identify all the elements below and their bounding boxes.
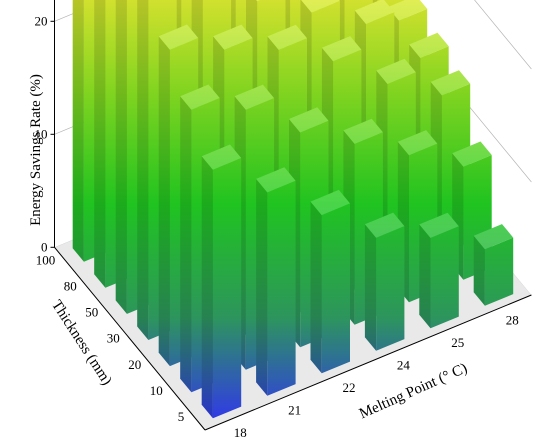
- bar-face-top: [180, 84, 220, 110]
- bar-face-side: [364, 224, 377, 351]
- bar: [473, 224, 514, 306]
- z-tick-label: 10: [35, 126, 48, 141]
- bar: [310, 189, 350, 374]
- bar-face-side: [158, 36, 170, 367]
- bar-face-side: [201, 156, 213, 419]
- z-tick-label: 20: [35, 13, 48, 28]
- bar-face-top: [387, 0, 428, 21]
- y-tick-label: 30: [107, 331, 120, 346]
- chart-bars: [72, 0, 514, 419]
- y-axis-label: Thickness (mm): [48, 297, 115, 388]
- bar-face-top: [201, 144, 242, 170]
- bar: [256, 167, 296, 396]
- bar-face-side: [115, 0, 127, 314]
- bar-face-top: [158, 24, 199, 50]
- z-tick-label: 0: [41, 239, 48, 254]
- bar-face-top: [256, 0, 261, 2]
- bar: [201, 144, 242, 419]
- y-axis-line: [54, 246, 206, 431]
- bar-face-side: [256, 178, 268, 396]
- bar-face-top: [256, 167, 296, 193]
- bar-face-top: [397, 130, 438, 156]
- y-tick-label: 20: [128, 357, 141, 372]
- x-axis-line: [204, 294, 532, 431]
- bar-face-front: [212, 158, 242, 419]
- bar-face-side: [473, 235, 485, 306]
- x-tick-label: 18: [234, 425, 247, 437]
- bar-face-top: [354, 0, 395, 24]
- bar-face-top: [452, 141, 492, 167]
- bar-face-top: [234, 84, 275, 110]
- chart-axis-lines: [50, 0, 532, 431]
- x-tick-label: 25: [451, 335, 464, 350]
- bar-face-side: [94, 0, 106, 288]
- y-tick-label: 100: [36, 252, 56, 267]
- chart-tick-labels: 01020304051020305080100182122242528: [35, 13, 519, 437]
- x-tick-label: 21: [288, 402, 301, 417]
- bar-face-front: [376, 226, 405, 351]
- bar-face-top: [343, 118, 383, 144]
- bar-face-top: [289, 107, 329, 133]
- bar-face-front: [267, 180, 296, 396]
- bar-face-top: [213, 24, 253, 50]
- bar-face-top: [267, 24, 307, 50]
- x-tick-label: 24: [397, 357, 411, 372]
- y-tick-label: 50: [85, 305, 98, 320]
- y-tick-label: 5: [178, 409, 185, 424]
- bar-face-side: [72, 0, 84, 262]
- bar-face-top: [310, 189, 350, 216]
- bar-face-side: [419, 224, 431, 329]
- bar-face-side: [137, 0, 149, 340]
- x-tick-label: 28: [506, 312, 519, 327]
- bar-face-top: [430, 70, 471, 96]
- gridline: [54, 0, 532, 70]
- bar-face-top: [321, 36, 362, 62]
- bar: [364, 212, 405, 351]
- bar-face-top: [409, 32, 449, 58]
- bar-face-side: [310, 201, 322, 374]
- bar-face-front: [321, 203, 350, 374]
- bar-face-top: [376, 58, 416, 84]
- bar-face-front: [430, 226, 459, 329]
- bar-face-top: [301, 0, 340, 13]
- x-axis-label: Melting Point (° C): [357, 360, 470, 422]
- y-tick-label: 80: [64, 278, 77, 293]
- y-tick-label: 10: [150, 383, 163, 398]
- x-tick-label: 22: [343, 380, 356, 395]
- bar-face-top: [364, 212, 405, 238]
- bar-face-top: [473, 224, 514, 250]
- z-axis-label: Energy Savings Rate (%): [28, 74, 44, 226]
- bar-face-top: [419, 212, 459, 238]
- bar-face-front: [484, 237, 514, 306]
- bar-face-side: [180, 96, 192, 393]
- bar: [419, 212, 459, 329]
